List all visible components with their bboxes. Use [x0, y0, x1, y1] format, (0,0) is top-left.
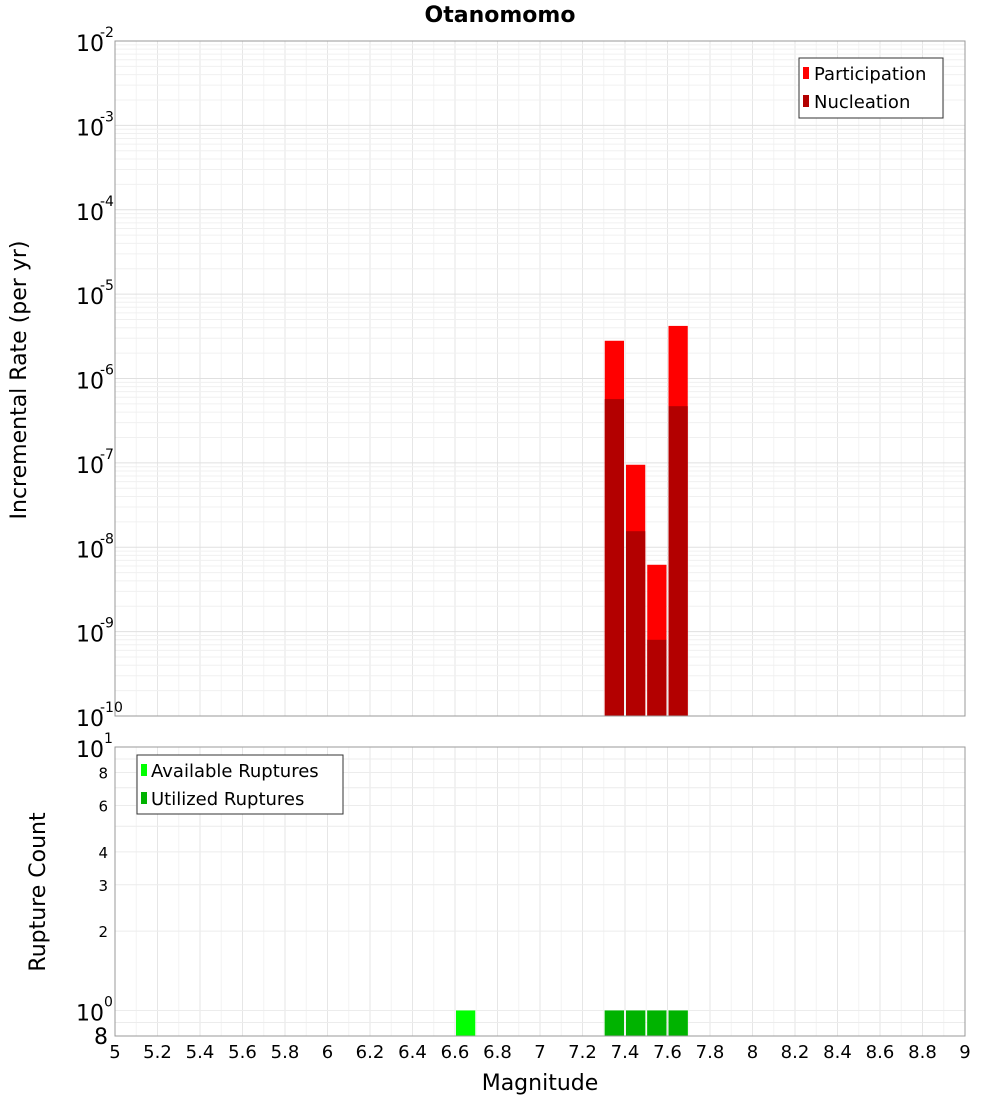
legend-available-swatch [141, 764, 147, 776]
utilized-ruptures-bar [604, 1010, 624, 1036]
top-y-tick-base: 10 [76, 32, 104, 57]
top-y-tick-base: 10 [76, 285, 104, 310]
bottom-y-major-tick: 10 0 [76, 994, 113, 1026]
x-tick-label: 6.8 [483, 1042, 512, 1063]
x-tick-label: 9 [959, 1042, 970, 1063]
legend-nucleation-label: Nucleation [814, 92, 910, 113]
bottom-plot-frame [114, 746, 966, 1037]
chart-title: Otanomomo [425, 3, 576, 28]
top-y-tick: 10-10 [76, 700, 123, 732]
top-y-tick-exp: -8 [100, 531, 114, 547]
bottom-y-major-tick: 10 1 [76, 731, 113, 763]
top-y-tick: 10-4 [76, 194, 114, 226]
top-y-tick: 10-9 [76, 616, 114, 648]
legend-participation-label: Participation [814, 64, 926, 85]
bottom-y-bottom-tick: 8 [94, 1025, 108, 1050]
x-tick-label: 8.4 [823, 1042, 852, 1063]
x-tick-label: 7.2 [568, 1042, 597, 1063]
x-tick-label: 8 [747, 1042, 758, 1063]
nucleation-bar [626, 531, 646, 716]
nucleation-bar [647, 639, 667, 716]
top-y-tick: 10-3 [76, 109, 114, 141]
bottom-y-minor-tick: 2 [98, 923, 108, 941]
utilized-ruptures-bar [626, 1010, 646, 1036]
x-tick-label: 7.4 [611, 1042, 640, 1063]
legend-bottom-box [136, 754, 344, 815]
top-plot-frame [114, 40, 966, 717]
x-tick-label: 8.8 [908, 1042, 937, 1063]
bottom-y-minor-tick: 3 [98, 877, 108, 895]
top-y-tick: 10-7 [76, 447, 114, 479]
top-y-tick-labels: 10-210-310-410-510-610-710-810-910-10 [76, 25, 123, 732]
top-bars [604, 325, 688, 716]
top-gridlines [114, 41, 966, 717]
top-y-tick: 10-6 [76, 363, 114, 395]
utilized-ruptures-bar [668, 1010, 688, 1036]
bottom-y-tick-exp: 0 [104, 994, 113, 1010]
x-tick-label: 6.4 [398, 1042, 427, 1063]
legend-participation-swatch [803, 67, 809, 79]
bottom-y-minor-tick: 4 [98, 844, 108, 862]
bottom-y-minor-tick: 6 [98, 797, 108, 815]
top-y-tick-exp: -6 [100, 363, 114, 379]
legend-bottom: Available Ruptures Utilized Ruptures [136, 754, 344, 815]
top-y-axis-label: Incremental Rate (per yr) [7, 241, 32, 520]
bottom-bars [456, 1010, 688, 1036]
x-tick-label: 5.2 [143, 1042, 172, 1063]
bottom-y-tick-exp: 1 [104, 731, 113, 747]
x-tick-label: 7.8 [696, 1042, 725, 1063]
top-y-tick-base: 10 [76, 538, 104, 563]
legend-utilized-label: Utilized Ruptures [151, 789, 304, 810]
x-tick-label: 6.2 [356, 1042, 385, 1063]
bottom-y-tick-base: 10 [76, 1001, 104, 1026]
top-y-tick: 10-8 [76, 531, 114, 563]
nucleation-bar [604, 399, 624, 716]
x-axis-label: Magnitude [482, 1071, 599, 1096]
top-y-tick-base: 10 [76, 623, 104, 648]
top-y-tick-base: 10 [76, 116, 104, 141]
top-y-tick-base: 10 [76, 370, 104, 395]
legend-nucleation-swatch [803, 95, 809, 107]
nucleation-bar [668, 406, 688, 716]
top-y-tick: 10-5 [76, 278, 114, 310]
x-tick-label: 8.6 [866, 1042, 895, 1063]
x-tick-label: 6.6 [441, 1042, 470, 1063]
x-tick-label: 5 [109, 1042, 120, 1063]
utilized-ruptures-bar [647, 1010, 667, 1036]
bottom-y-minor-tick: 8 [98, 765, 108, 783]
legend-top-box [798, 57, 944, 119]
bottom-y-axis-label: Rupture Count [26, 812, 51, 972]
x-tick-labels: 5 5.2 5.4 5.6 5.8 6 6.2 6.4 6.6 6.8 7 7.2 7.4 7.6 7.8 8… [109, 1042, 970, 1063]
x-tick-label: 7.6 [653, 1042, 682, 1063]
top-y-tick-exp: -3 [100, 109, 114, 125]
x-tick-label: 5.6 [228, 1042, 257, 1063]
top-y-tick-exp: -9 [100, 616, 114, 632]
available-ruptures-bar [456, 1010, 476, 1036]
bottom-y-tick-base: 10 [76, 738, 104, 763]
x-tick-label: 6 [322, 1042, 333, 1063]
top-y-tick-exp: -4 [100, 194, 114, 210]
top-y-tick: 10-2 [76, 25, 114, 57]
top-y-tick-base: 10 [76, 201, 104, 226]
legend-top: Participation Nucleation [798, 57, 944, 119]
top-y-tick-base: 10 [76, 454, 104, 479]
legend-utilized-swatch [141, 792, 147, 804]
x-tick-label: 5.8 [271, 1042, 300, 1063]
x-tick-label: 7 [534, 1042, 545, 1063]
x-tick-label: 5.4 [186, 1042, 215, 1063]
top-y-tick-exp: -2 [100, 25, 114, 41]
top-y-tick-exp: -7 [100, 447, 114, 463]
top-y-tick-exp: -5 [100, 278, 114, 294]
top-y-tick-base: 10 [76, 707, 104, 732]
x-tick-label: 8.2 [781, 1042, 810, 1063]
top-y-tick-exp: -10 [100, 700, 123, 716]
legend-available-label: Available Ruptures [151, 761, 319, 782]
